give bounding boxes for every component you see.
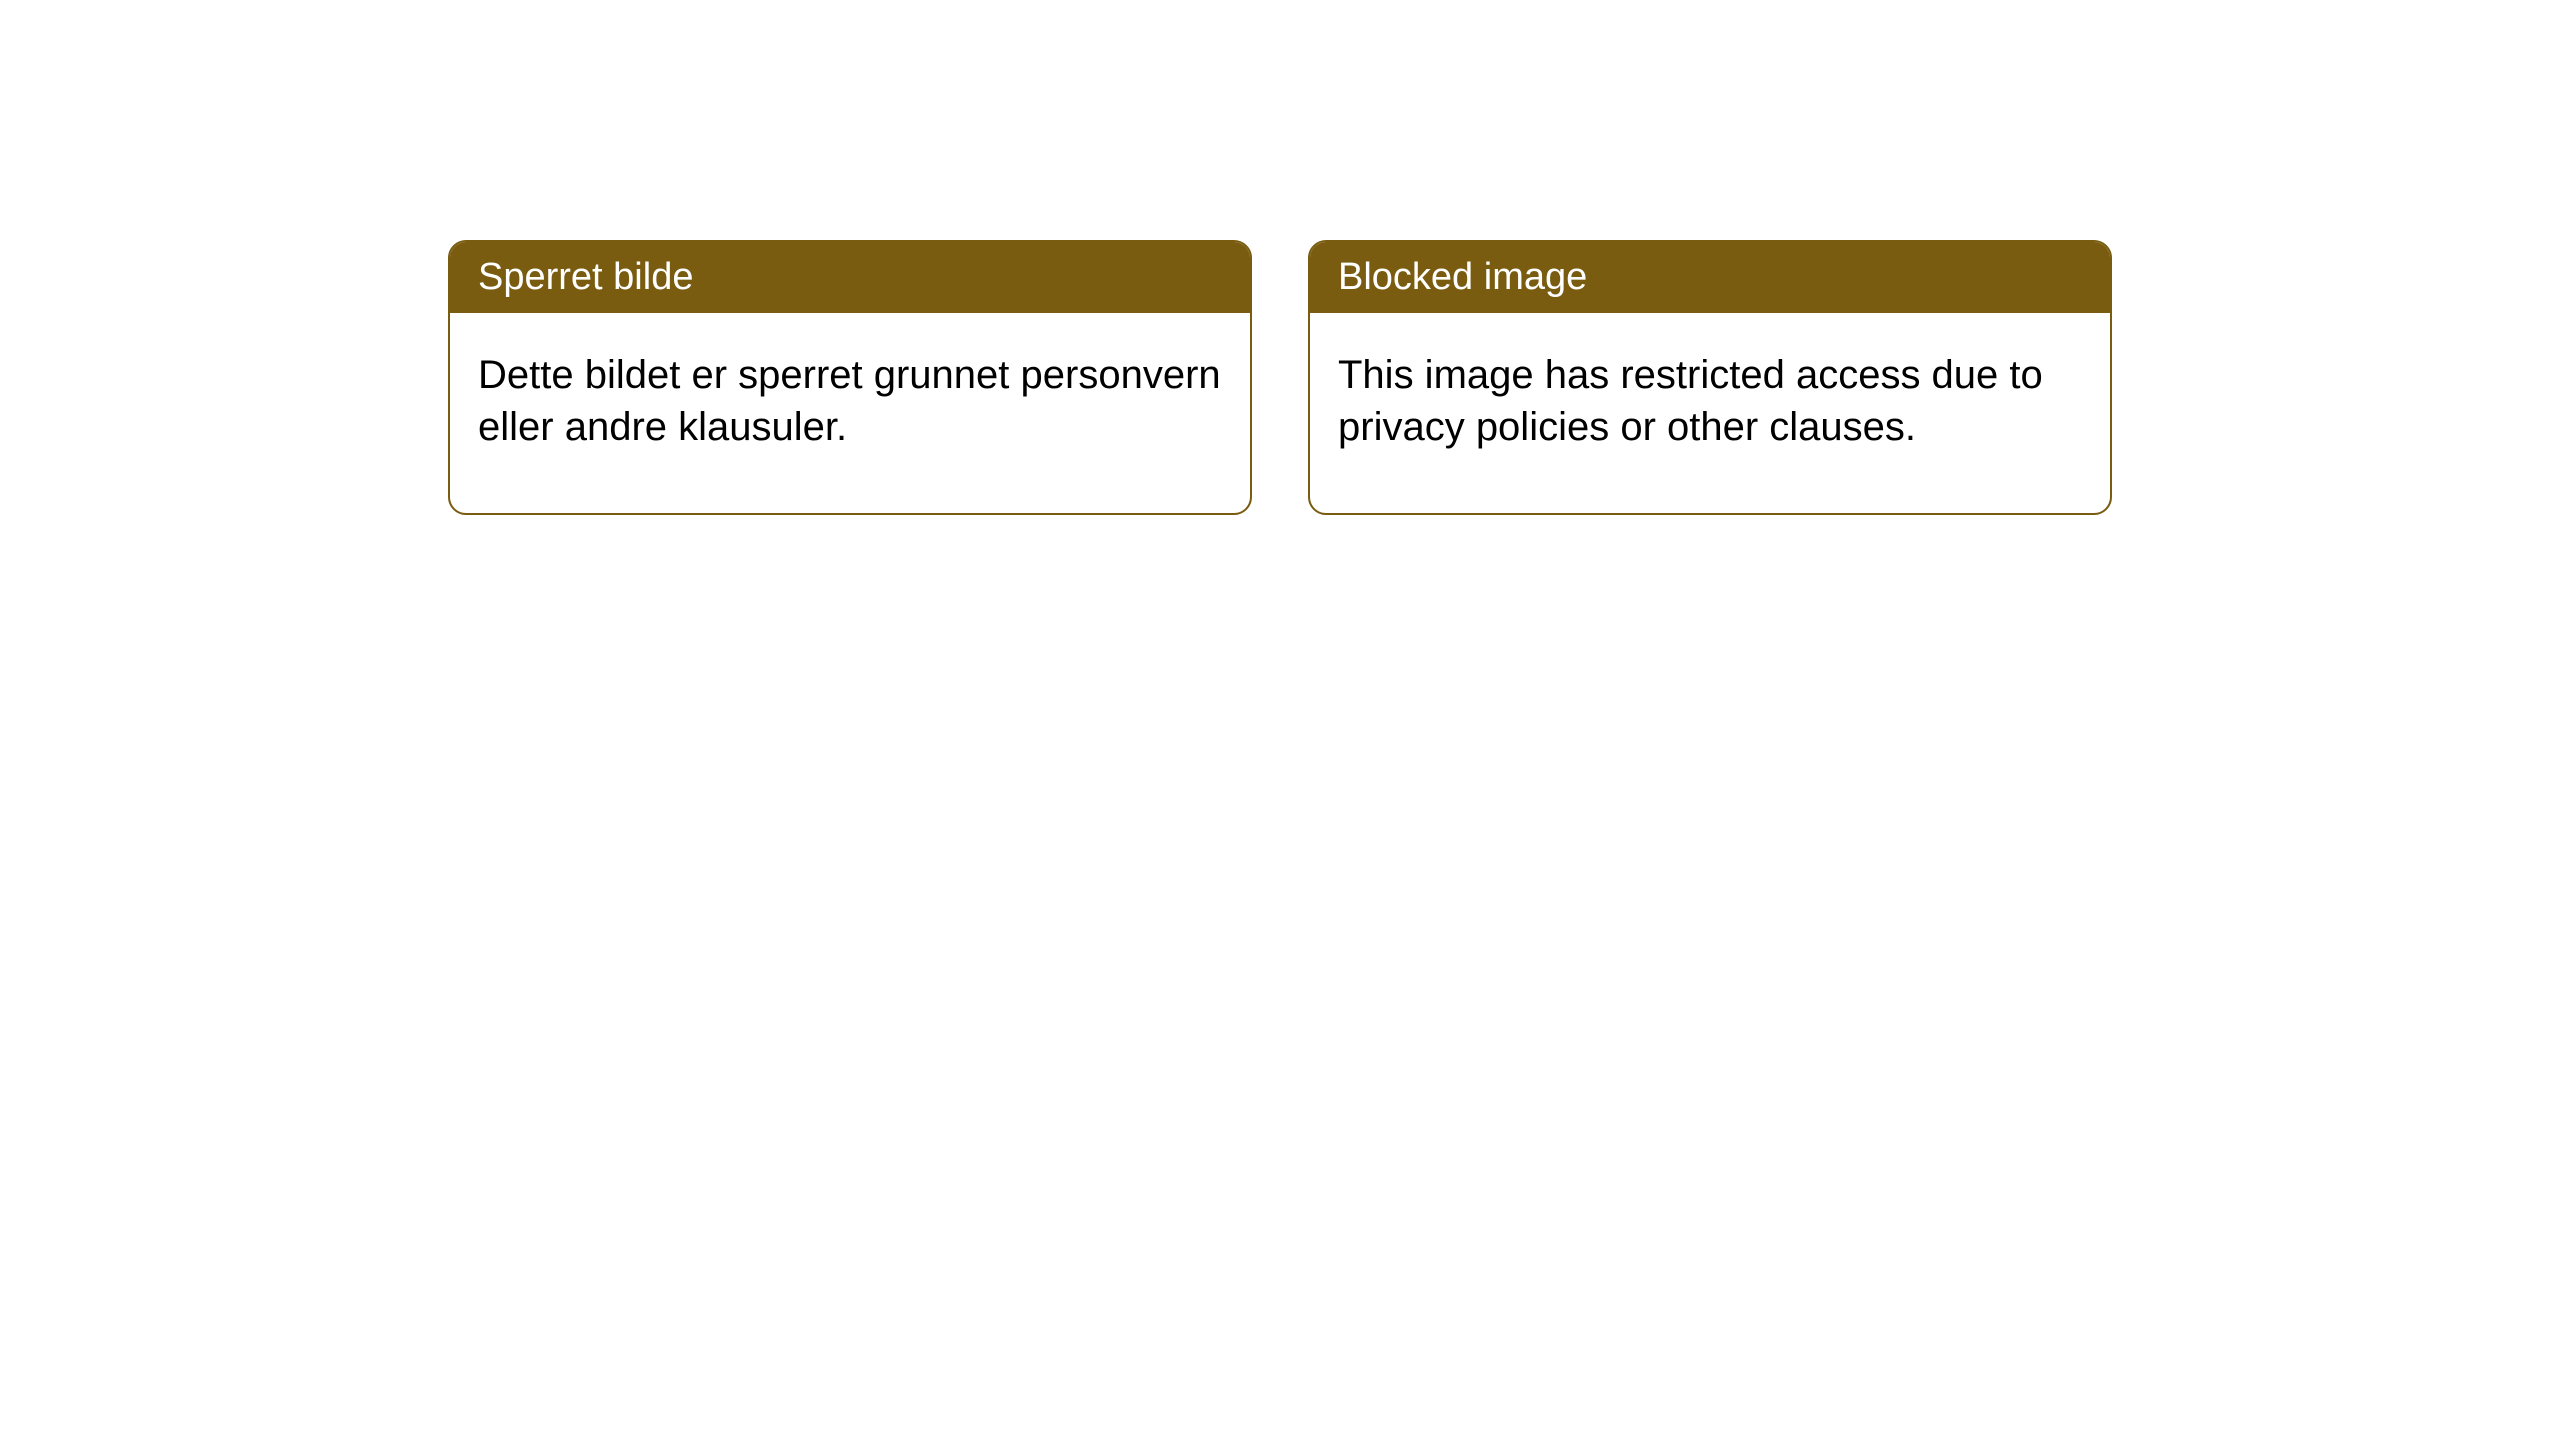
- notice-body-norwegian: Dette bildet er sperret grunnet personve…: [450, 313, 1250, 513]
- notice-card-norwegian: Sperret bilde Dette bildet er sperret gr…: [448, 240, 1252, 515]
- notices-container: Sperret bilde Dette bildet er sperret gr…: [448, 240, 2112, 515]
- notice-body-english: This image has restricted access due to …: [1310, 313, 2110, 513]
- notice-title-norwegian: Sperret bilde: [450, 242, 1250, 313]
- notice-title-english: Blocked image: [1310, 242, 2110, 313]
- notice-card-english: Blocked image This image has restricted …: [1308, 240, 2112, 515]
